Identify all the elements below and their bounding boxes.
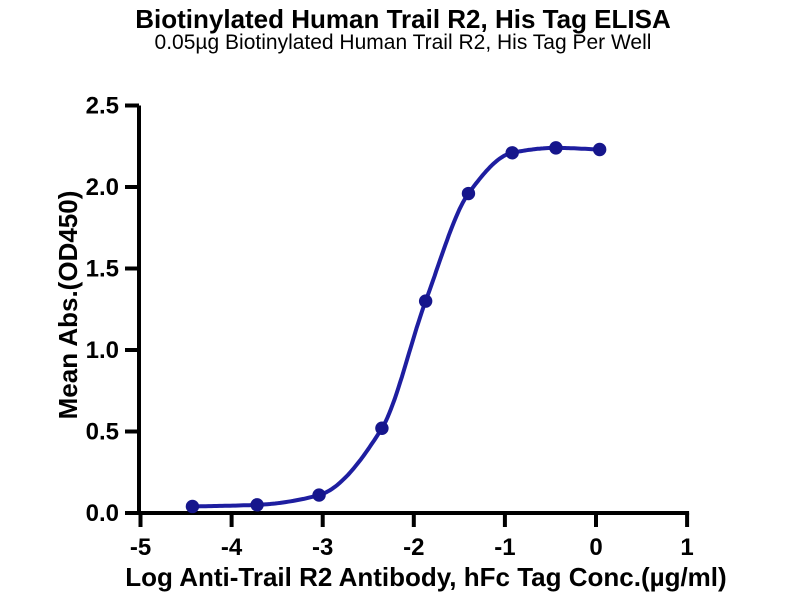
data-point-marker — [312, 488, 326, 502]
data-point-marker — [418, 294, 433, 308]
x-tick-label: -5 — [130, 534, 151, 561]
data-point-marker — [250, 498, 264, 512]
axis-lines — [137, 105, 690, 515]
x-tick-label: 1 — [680, 534, 693, 561]
x-axis-label: Log Anti-Trail R2 Antibody, hFc Tag Conc… — [125, 562, 726, 592]
x-tick-label: -2 — [403, 534, 424, 561]
y-tick-label: 1.0 — [86, 337, 119, 364]
x-tick-label: 0 — [589, 534, 602, 561]
y-tick-label: 1.5 — [86, 256, 119, 283]
data-point-marker — [592, 142, 607, 157]
chart-subtitle: 0.05µg Biotinylated Human Trail R2, His … — [154, 31, 652, 54]
y-tick-label: 0.5 — [86, 419, 119, 446]
y-tick-label: 2.5 — [86, 93, 119, 120]
y-tick-label: 2.0 — [86, 174, 119, 201]
data-point-marker — [505, 146, 519, 160]
dose-response-curve — [190, 145, 602, 509]
y-tick-label: 0.0 — [86, 500, 119, 527]
x-tick-label: -4 — [221, 534, 243, 561]
data-point-marker — [549, 141, 563, 155]
chart-title: Biotinylated Human Trail R2, His Tag ELI… — [135, 4, 671, 34]
data-point-marker — [185, 499, 200, 514]
data-point-marker — [375, 421, 389, 435]
y-axis-label: Mean Abs.(OD450) — [53, 191, 83, 420]
data-point-marker — [461, 186, 476, 201]
x-tick-label: -1 — [494, 534, 515, 561]
x-tick-label: -3 — [312, 534, 333, 561]
